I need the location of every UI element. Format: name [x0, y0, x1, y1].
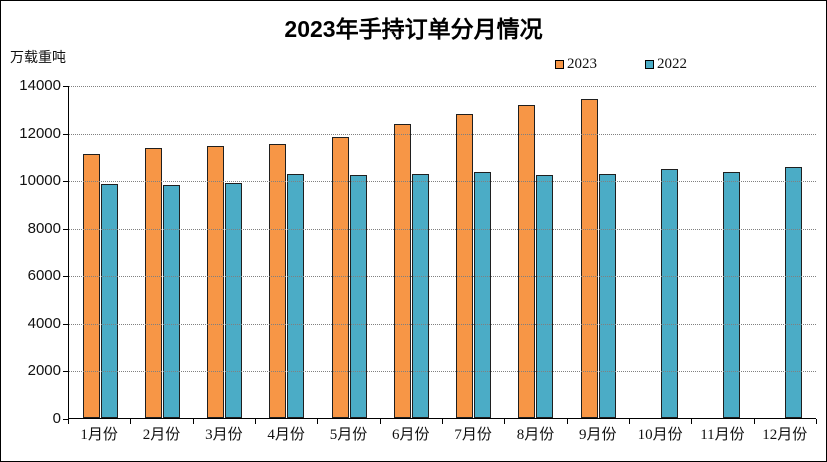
y-axis-tick-mark	[63, 133, 68, 135]
bar-2023-5月份	[331, 137, 349, 418]
y-axis-tick-mark	[63, 276, 68, 278]
gridline-8000	[69, 228, 816, 230]
y-axis-tick-label-2000: 2000	[27, 362, 61, 380]
legend-swatch-2022	[645, 60, 654, 69]
x-axis-label-10月份: 10月份	[637, 427, 683, 443]
gridline-14000	[69, 86, 816, 87]
bar-group-5月份	[318, 86, 380, 418]
chart-title: 2023年手持订单分月情况	[284, 16, 543, 42]
x-axis-label-6月份: 6月份	[392, 427, 430, 443]
y-axis-tick-mark	[63, 86, 68, 87]
bar-2022-9月份	[598, 173, 616, 418]
bar-2022-11月份	[723, 171, 741, 418]
y-axis-tick-label-6000: 6000	[27, 267, 61, 285]
bar-2023-3月份	[207, 145, 225, 418]
bar-group-2月份	[131, 86, 193, 418]
y-axis-tick-label-14000: 14000	[19, 77, 61, 94]
legend-label-2023: 2023	[567, 56, 597, 72]
x-axis-tick-mark	[504, 419, 506, 424]
y-axis-tick-mark	[63, 181, 68, 183]
plot-area	[68, 86, 816, 419]
x-axis-label-5月份: 5月份	[329, 427, 368, 443]
y-axis-tick-mark	[63, 419, 68, 420]
bar-2022-5月份	[349, 175, 367, 418]
bar-2023-6月份	[393, 123, 411, 418]
bar-2023-1月份	[82, 153, 100, 418]
x-axis-tick-mark	[192, 419, 194, 424]
y-axis-tick-label-0: 0	[52, 410, 61, 427]
bar-2023-2月份	[144, 147, 162, 418]
gridline-10000	[69, 181, 816, 183]
x-axis-label-9月份: 9月份	[579, 427, 617, 443]
bar-groups	[69, 86, 816, 418]
bar-group-3月份	[194, 86, 256, 418]
bar-2022-3月份	[225, 182, 243, 418]
x-axis-label-11月份: 11月份	[700, 427, 745, 443]
x-axis-tick-mark	[816, 419, 817, 424]
y-axis-tick-label-12000: 12000	[19, 124, 61, 142]
y-axis-tick-mark	[63, 323, 68, 325]
legend-swatch-2023	[555, 60, 564, 69]
bar-2022-7月份	[474, 171, 492, 418]
gridline-4000	[69, 323, 816, 325]
bar-2022-12月份	[785, 167, 803, 418]
x-axis-tick-mark	[379, 419, 381, 424]
x-axis-label-8月份: 8月份	[516, 427, 555, 443]
legend-item-2022: 2022	[645, 56, 687, 73]
x-axis-tick-mark	[566, 419, 568, 424]
gridline-12000	[69, 133, 816, 135]
x-axis-labels: 1月份 2月份 3月份 4月份 5月份 6月份 7月份 8月份 9月份 10月份 11月份 12月份	[68, 423, 816, 444]
bar-group-6月份	[380, 86, 442, 418]
bar-group-11月份	[692, 86, 754, 418]
gridline-6000	[69, 276, 816, 278]
x-axis-tick-mark	[68, 419, 69, 424]
bar-group-8月份	[505, 86, 567, 418]
y-axis-tick-label-8000: 8000	[27, 219, 61, 237]
bar-group-10月份	[629, 86, 691, 418]
x-axis-label-2月份: 2月份	[142, 427, 181, 443]
bar-2022-2月份	[162, 184, 180, 418]
bar-2023-4月份	[269, 144, 287, 418]
gridline-2000	[69, 371, 816, 373]
y-axis-tick-mark	[63, 371, 68, 373]
bar-group-1月份	[69, 86, 131, 418]
bar-2023-9月份	[580, 99, 598, 418]
x-axis-tick-mark	[753, 419, 755, 424]
bar-group-4月份	[256, 86, 318, 418]
x-axis-tick-mark	[130, 419, 132, 424]
x-axis-label-7月份: 7月份	[454, 427, 492, 443]
y-axis-tick-mark	[63, 228, 68, 230]
y-axis-tick-label-10000: 10000	[19, 172, 61, 190]
bar-2023-7月份	[456, 113, 474, 418]
x-axis-label-3月份: 3月份	[205, 427, 243, 443]
legend: 2023 2022	[555, 56, 687, 73]
x-axis-label-4月份: 4月份	[267, 427, 305, 443]
bar-2022-8月份	[536, 174, 554, 418]
bar-2022-4月份	[287, 174, 305, 418]
x-axis-tick-mark	[691, 419, 693, 424]
x-axis-label-1月份: 1月份	[80, 427, 118, 443]
x-axis-tick-mark	[255, 419, 256, 424]
x-axis-tick-mark	[629, 419, 630, 424]
bar-group-12月份	[754, 86, 816, 418]
bar-2022-1月份	[100, 183, 118, 418]
bar-group-7月份	[443, 86, 505, 418]
bar-2022-6月份	[411, 174, 429, 418]
legend-label-2022: 2022	[657, 56, 687, 72]
bar-2023-8月份	[518, 105, 536, 418]
y-axis-unit-label: 万载重吨	[10, 49, 66, 65]
bar-2022-10月份	[660, 169, 678, 418]
x-axis-label-12月份: 12月份	[762, 427, 808, 443]
y-axis-tick-label-4000: 4000	[27, 314, 61, 332]
legend-item-2023: 2023	[555, 56, 597, 73]
x-axis-tick-mark	[442, 419, 443, 424]
bar-group-9月份	[567, 86, 629, 418]
x-axis-tick-mark	[317, 419, 319, 424]
